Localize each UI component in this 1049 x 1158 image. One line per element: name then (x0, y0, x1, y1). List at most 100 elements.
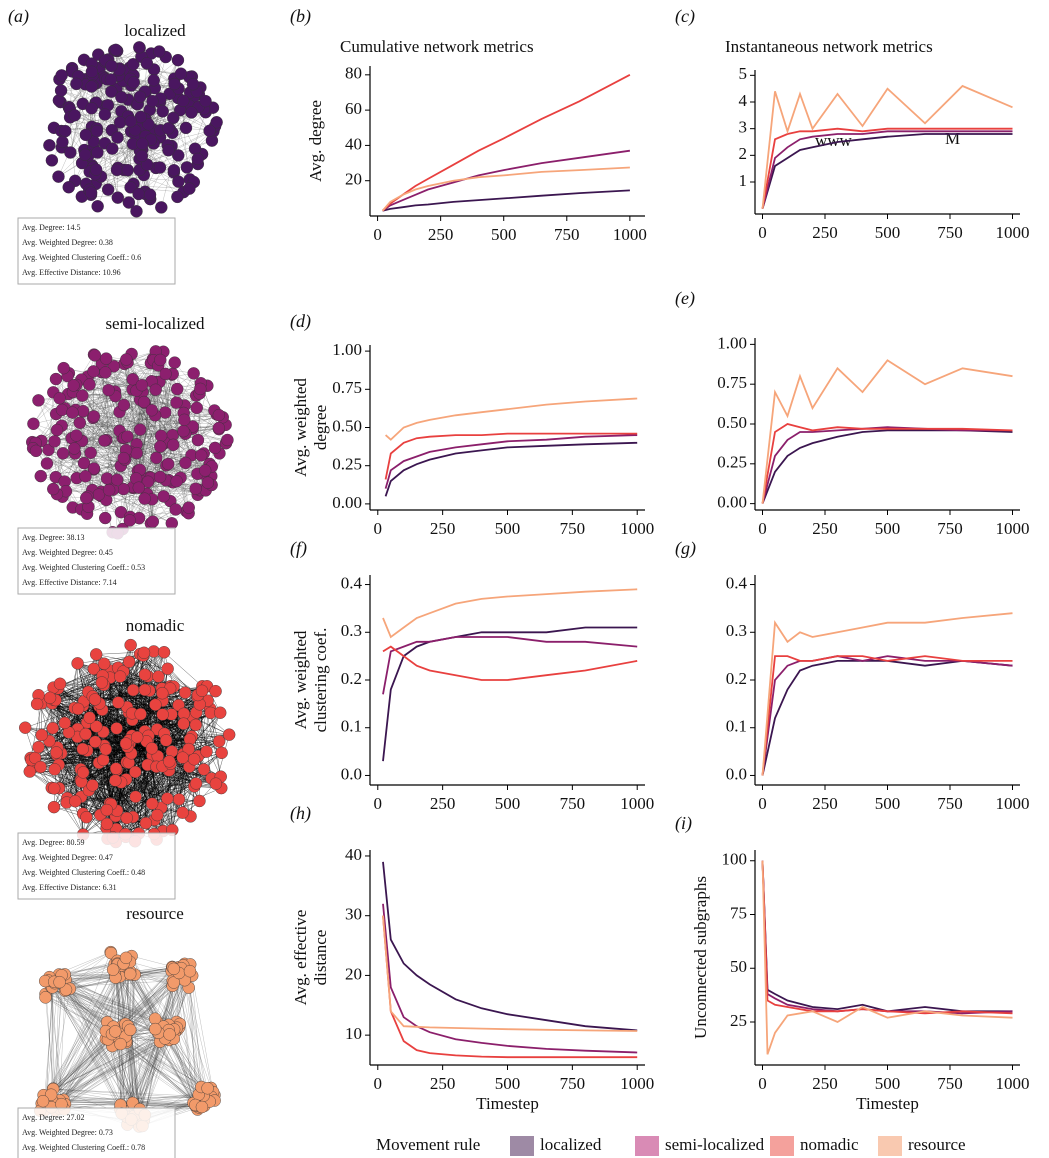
network-node (175, 68, 187, 80)
network-node (146, 742, 158, 754)
y-tick-label: 50 (730, 957, 747, 976)
network-node (136, 379, 148, 391)
legend-swatch (770, 1136, 794, 1156)
network-node (52, 171, 64, 183)
network-node (130, 205, 142, 217)
chart-title: Cumulative network metrics (340, 37, 534, 56)
x-tick-label: 250 (812, 223, 838, 242)
network-node (50, 373, 62, 385)
network-node (133, 482, 145, 494)
network-node (158, 646, 170, 658)
network-node (19, 722, 31, 734)
series-line (763, 661, 1013, 776)
network-node (146, 95, 158, 107)
network-node (167, 112, 179, 124)
network-node (125, 639, 137, 651)
network-node (157, 105, 169, 117)
y-tick-label: 75 (730, 903, 747, 922)
series-line (383, 75, 630, 211)
network-node (84, 712, 96, 724)
x-tick-label: 1000 (996, 519, 1030, 538)
y-axis-label: Avg. effective (291, 910, 310, 1006)
network-node (169, 357, 181, 369)
panel-label: (f) (290, 538, 307, 559)
network-node (72, 703, 84, 715)
y-tick-label: 0.25 (332, 455, 362, 474)
network-node (128, 76, 140, 88)
network-node (149, 699, 161, 711)
y-tick-label: 0.3 (726, 621, 747, 640)
y-tick-label: 20 (345, 964, 362, 983)
network-node (109, 775, 121, 787)
network-node (189, 143, 201, 155)
stats-text: Avg. Degree: 27.02 (22, 1113, 85, 1122)
network-node (204, 125, 216, 137)
network-node (140, 817, 152, 829)
network-node (35, 761, 47, 773)
network-node (115, 91, 127, 103)
stats-text: Avg. Weighted Degree: 0.45 (22, 548, 113, 557)
x-tick-label: 0 (374, 1074, 383, 1093)
network-node (213, 422, 225, 434)
network-node (134, 91, 146, 103)
network-node (153, 46, 165, 58)
network-node (191, 402, 203, 414)
network-node (50, 746, 62, 758)
panel-label: (c) (675, 6, 695, 27)
series-line (763, 656, 1013, 775)
series-line (386, 443, 638, 497)
network-node (48, 782, 60, 794)
network-node (139, 493, 151, 505)
network-title: nomadic (126, 616, 185, 635)
panel-label: (g) (675, 538, 696, 559)
network-node (158, 490, 170, 502)
series-line (763, 430, 1013, 503)
stats-text: Avg. Weighted Clustering Coeff.: 0.6 (22, 253, 141, 262)
y-tick-label: 0.00 (717, 493, 747, 512)
network-node (49, 435, 61, 447)
x-tick-label: 500 (495, 794, 521, 813)
network-node (164, 1028, 176, 1040)
network-node (173, 793, 185, 805)
network-node (59, 125, 71, 137)
x-tick-label: 0 (758, 223, 767, 242)
network-node (180, 457, 192, 469)
network-graph (34, 946, 220, 1132)
network-node (69, 795, 81, 807)
x-tick-label: 1000 (996, 1074, 1030, 1093)
network-node (86, 66, 98, 78)
y-tick-label: 0.1 (726, 717, 747, 736)
network-node (150, 384, 162, 396)
network-node (216, 747, 228, 759)
network-node (196, 685, 208, 697)
y-tick-label: 0.2 (341, 669, 362, 688)
network-node (77, 766, 89, 778)
network-node (105, 74, 117, 86)
x-axis-label: Timestep (856, 1094, 919, 1113)
network-node (162, 144, 174, 156)
network-node (27, 418, 39, 430)
network-node (148, 74, 160, 86)
y-tick-label: 20 (345, 170, 362, 189)
series-line (763, 86, 1013, 209)
stats-text: Avg. Degree: 38.13 (22, 533, 85, 542)
y-axis-label: Avg. weighted (291, 630, 310, 729)
x-tick-label: 750 (937, 1074, 963, 1093)
network-node (70, 78, 82, 90)
network-node (177, 752, 189, 764)
series-line (383, 589, 637, 637)
legend-title: Movement rule (376, 1135, 480, 1154)
network-node (127, 684, 139, 696)
x-tick-label: 750 (937, 519, 963, 538)
network-node (221, 434, 233, 446)
network-node (114, 671, 126, 683)
network-node (47, 483, 59, 495)
network-node (146, 404, 158, 416)
legend-label: semi-localized (665, 1135, 765, 1154)
network-node (199, 464, 211, 476)
x-tick-label: 1000 (620, 794, 654, 813)
y-tick-label: 80 (345, 64, 362, 83)
panel-label: (i) (675, 813, 692, 834)
y-tick-label: 30 (345, 905, 362, 924)
x-tick-label: 750 (560, 794, 586, 813)
